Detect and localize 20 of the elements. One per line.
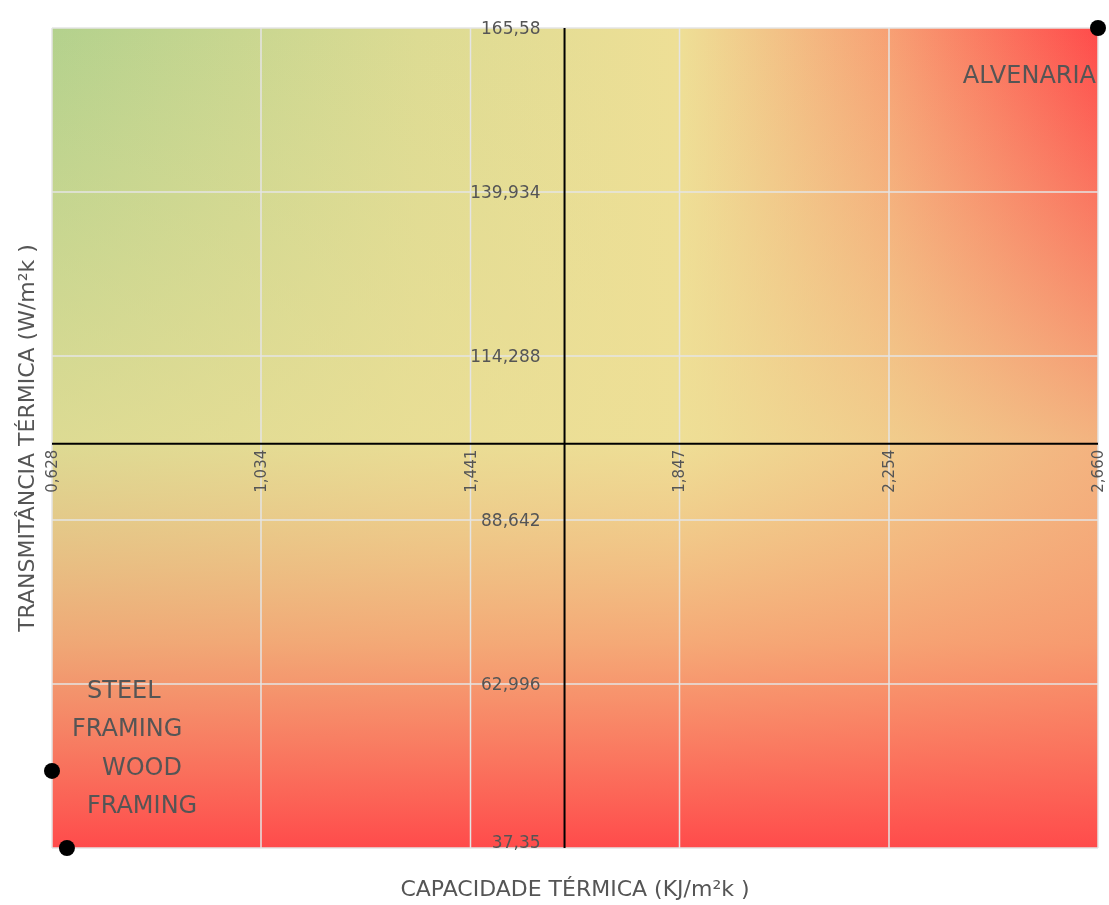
y-tick-label: 88,642 (481, 510, 541, 530)
point (58, 840, 75, 856)
x-tick-label: 1,441 (461, 449, 480, 493)
y-tick-label: 139,934 (470, 182, 541, 202)
x-tick-label: 2,660 (1089, 449, 1107, 493)
x-tick-label: 2,254 (880, 449, 899, 493)
y-tick-label: 114,288 (470, 346, 541, 366)
point (1090, 20, 1106, 36)
x-tick-label: 1,847 (670, 449, 689, 493)
x-axis-title: CAPACIDADE TÉRMICA (KJ/m²k ) (400, 876, 750, 901)
point (44, 762, 60, 779)
y-tick-label: 37,35 (491, 832, 541, 852)
y-tick-label: 62,996 (481, 674, 541, 694)
x-tick-label: 1,034 (251, 449, 270, 493)
x-tick-label: 0,628 (43, 449, 61, 493)
y-axis-title: TRANSMITÂNCIA TÉRMICA (W/m²k ) (14, 244, 39, 633)
annotation: ALVENARIA (962, 61, 1097, 89)
annotation: WOOD FRAMING (86, 753, 198, 819)
y-tick-label: 165,58 (481, 18, 541, 38)
annotation: STEEL FRAMING (72, 675, 183, 742)
